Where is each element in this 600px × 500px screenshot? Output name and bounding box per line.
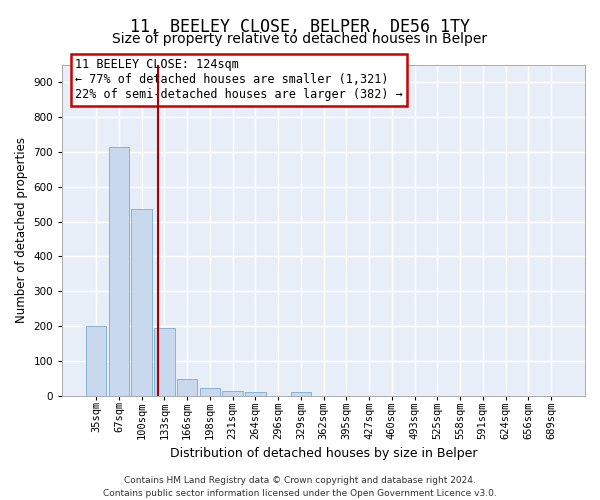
- Bar: [223, 391, 243, 396]
- Text: 11, BEELEY CLOSE, BELPER, DE56 1TY: 11, BEELEY CLOSE, BELPER, DE56 1TY: [130, 18, 470, 36]
- Text: Contains HM Land Registry data © Crown copyright and database right 2024.
Contai: Contains HM Land Registry data © Crown c…: [103, 476, 497, 498]
- Text: 11 BEELEY CLOSE: 124sqm
← 77% of detached houses are smaller (1,321)
22% of semi: 11 BEELEY CLOSE: 124sqm ← 77% of detache…: [75, 58, 403, 102]
- Bar: [290, 392, 311, 396]
- Bar: [109, 147, 129, 396]
- Text: Size of property relative to detached houses in Belper: Size of property relative to detached ho…: [112, 32, 488, 46]
- Y-axis label: Number of detached properties: Number of detached properties: [15, 138, 28, 324]
- Bar: [177, 380, 197, 396]
- Bar: [131, 210, 152, 396]
- X-axis label: Distribution of detached houses by size in Belper: Distribution of detached houses by size …: [170, 447, 478, 460]
- Bar: [86, 326, 106, 396]
- Bar: [245, 392, 266, 396]
- Bar: [154, 328, 175, 396]
- Bar: [200, 388, 220, 396]
